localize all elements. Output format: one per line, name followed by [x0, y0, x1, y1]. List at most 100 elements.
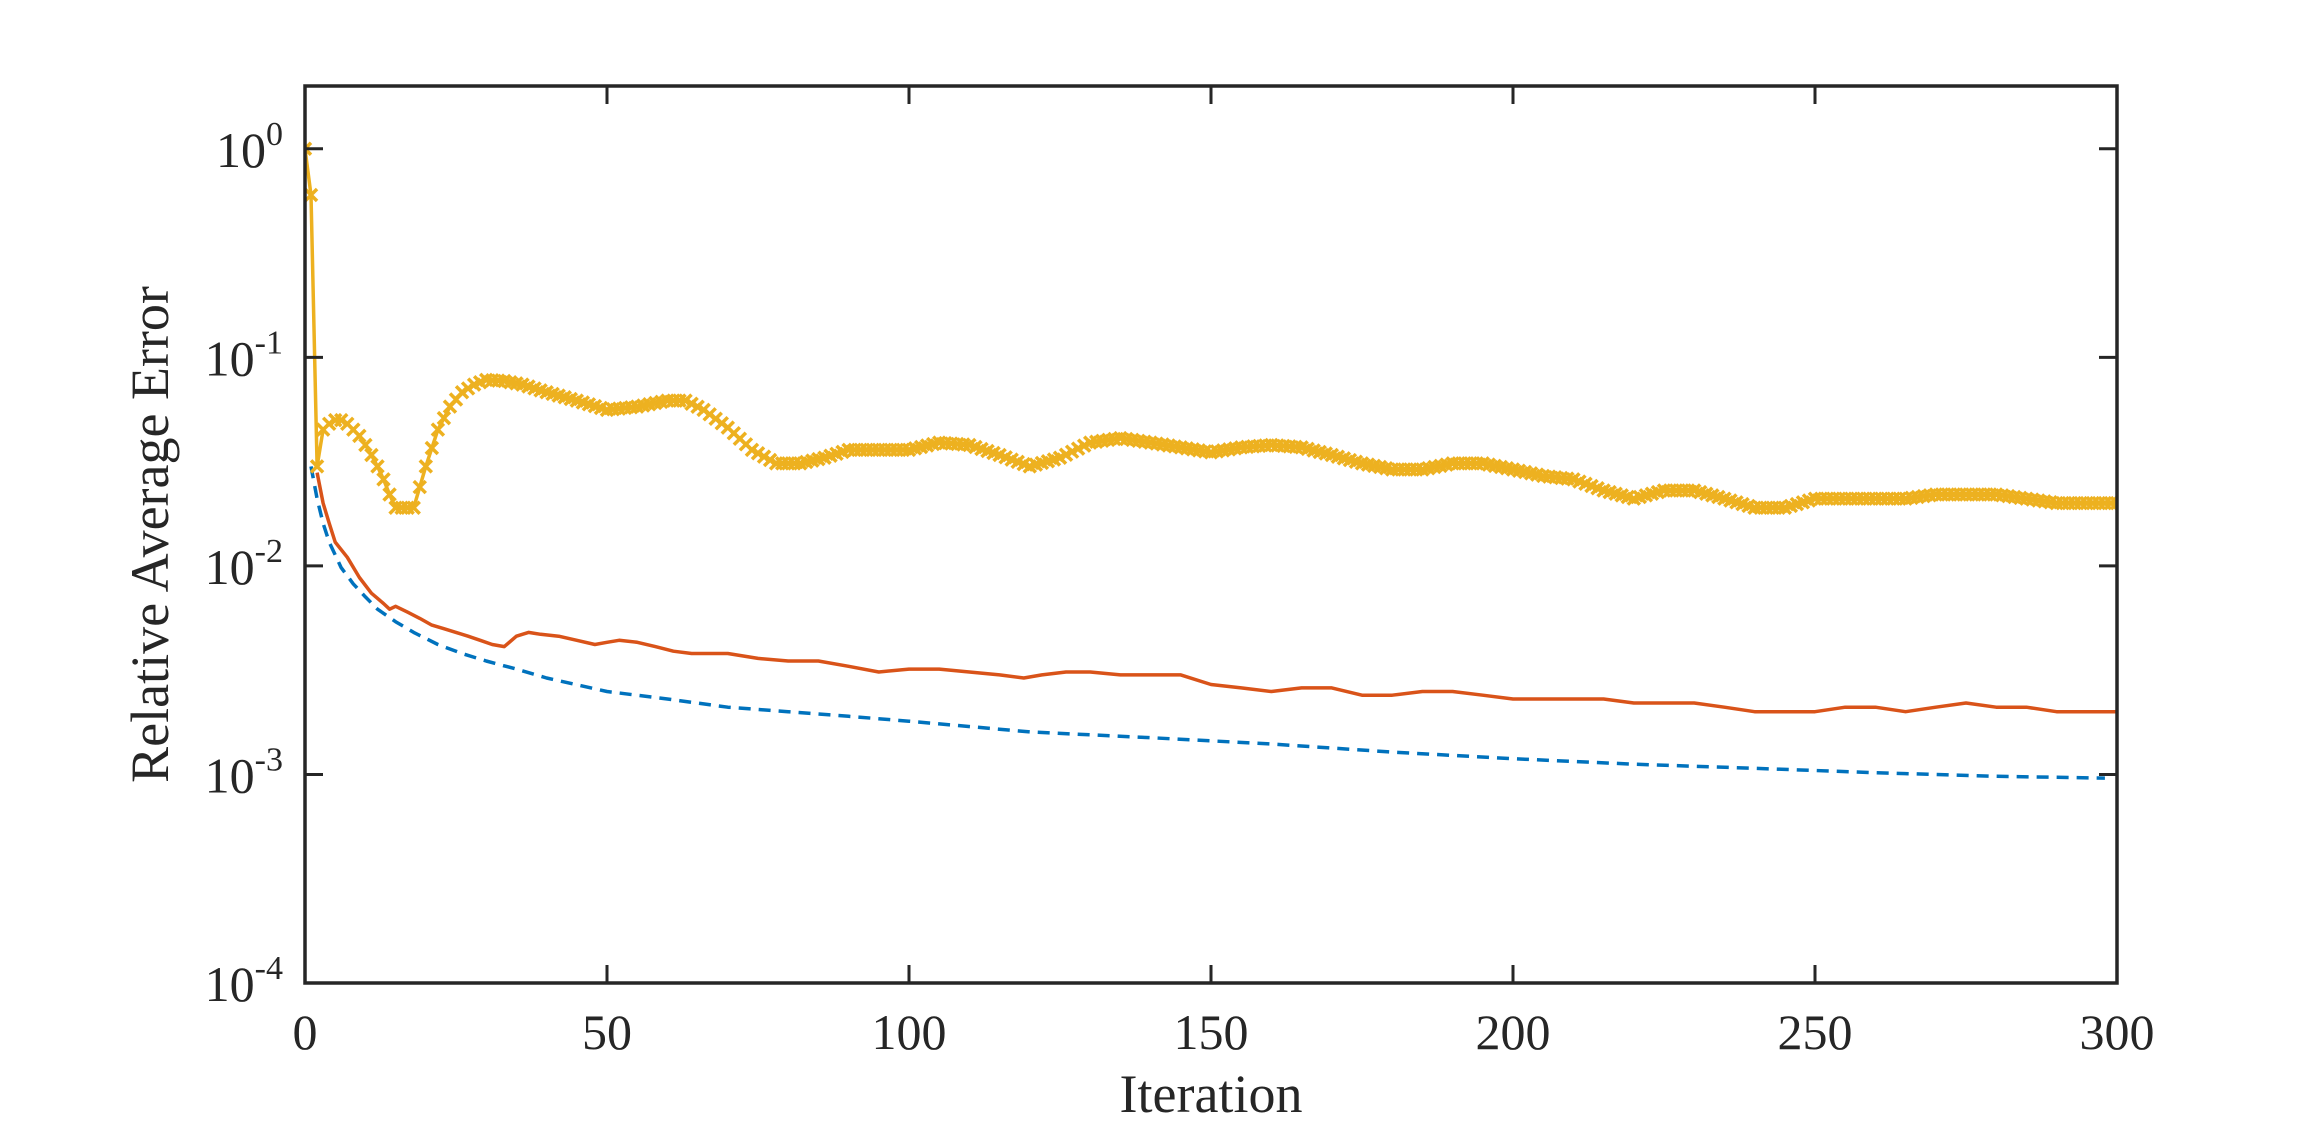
marker-stroke	[521, 379, 536, 394]
data-point	[436, 410, 452, 426]
marker-stroke	[1693, 484, 1708, 500]
series-markers-x-marker-yellow	[305, 141, 2117, 515]
marker-stroke	[1010, 454, 1025, 470]
y-tick-label: 100	[216, 116, 283, 178]
marker-stroke	[2037, 494, 2052, 509]
marker-stroke	[424, 440, 440, 456]
marker-stroke	[2031, 493, 2046, 508]
data-point	[305, 141, 313, 157]
marker-stroke	[593, 400, 609, 416]
marker-stroke	[515, 377, 530, 392]
marker-stroke	[1161, 438, 1176, 453]
marker-stroke	[1686, 483, 1702, 498]
marker-stroke	[1614, 488, 1629, 503]
y-tick-label: 10-3	[205, 741, 283, 803]
marker-stroke	[412, 479, 427, 495]
marker-stroke	[305, 141, 313, 152]
marker-stroke	[690, 399, 705, 415]
marker-stroke	[750, 446, 766, 461]
marker-stroke	[1360, 457, 1376, 472]
marker-stroke	[1590, 480, 1605, 496]
marker-stroke	[376, 472, 391, 487]
marker-stroke	[2109, 500, 2117, 511]
marker-stroke	[1336, 451, 1352, 466]
marker-stroke	[1729, 495, 1744, 510]
marker-stroke	[1535, 468, 1551, 484]
marker-stroke	[539, 385, 554, 400]
marker-stroke	[1113, 430, 1128, 446]
marker-stroke	[309, 459, 325, 474]
y-tick-label: 10-2	[205, 533, 283, 595]
x-tick-label: 250	[1778, 1004, 1853, 1060]
marker-stroke	[2013, 490, 2028, 506]
marker-stroke	[1475, 456, 1491, 471]
y-tick-exponent: -1	[255, 324, 283, 361]
marker-stroke	[1741, 498, 1756, 514]
marker-stroke	[1596, 483, 1611, 498]
x-tick-label: 50	[582, 1004, 632, 1060]
marker-stroke	[1554, 470, 1569, 486]
marker-stroke	[1505, 462, 1521, 477]
marker-stroke	[2043, 494, 2058, 510]
data-point	[370, 459, 385, 474]
marker-stroke	[1149, 436, 1164, 451]
marker-stroke	[1179, 441, 1195, 456]
marker-stroke	[1511, 463, 1527, 478]
marker-stroke	[406, 500, 421, 515]
marker-stroke	[1306, 443, 1321, 458]
y-tick-exponent: -3	[255, 741, 283, 778]
marker-stroke	[1517, 464, 1533, 480]
marker-stroke	[1529, 467, 1545, 482]
marker-stroke	[581, 397, 597, 412]
y-tick-base: 10	[205, 956, 255, 1012]
marker-stroke	[1711, 489, 1726, 505]
data-point	[364, 447, 379, 463]
marker-stroke	[1366, 458, 1382, 474]
x-tick-label: 200	[1476, 1004, 1551, 1060]
marker-stroke	[1523, 466, 1539, 481]
marker-stroke	[986, 445, 1001, 461]
series-layer	[305, 141, 2117, 780]
marker-stroke	[1735, 496, 1750, 512]
marker-stroke	[545, 386, 560, 402]
marker-stroke	[962, 437, 977, 453]
marker-stroke	[418, 459, 434, 474]
marker-stroke	[1167, 439, 1182, 454]
data-point	[376, 472, 391, 487]
marker-stroke	[684, 396, 699, 411]
plot-frame	[303, 84, 2119, 985]
labels-layer: 0 50 100 150 200 250 30010010-110-210-310-4Ite…	[120, 116, 2155, 1124]
marker-stroke	[2001, 488, 2016, 504]
data-point	[412, 479, 427, 495]
marker-stroke	[1487, 458, 1503, 474]
marker-stroke	[1342, 452, 1358, 468]
marker-stroke	[305, 146, 313, 157]
marker-stroke	[1602, 484, 1617, 500]
marker-stroke	[1481, 457, 1497, 472]
marker-stroke	[1542, 469, 1557, 484]
y-tick-base: 10	[205, 747, 255, 803]
marker-stroke	[587, 398, 603, 414]
marker-stroke	[1988, 487, 2004, 502]
marker-stroke	[1584, 478, 1599, 494]
marker-stroke	[1300, 441, 1315, 457]
y-tick-exponent: 0	[266, 116, 283, 153]
marker-stroke	[509, 376, 524, 391]
marker-stroke	[1578, 476, 1593, 492]
marker-stroke	[1324, 447, 1340, 463]
marker-stroke	[756, 449, 772, 464]
data-point	[382, 487, 397, 502]
y-tick-label: 10-4	[205, 950, 283, 1012]
y-tick-exponent: -2	[255, 533, 283, 570]
data-point	[424, 440, 440, 456]
marker-stroke	[992, 447, 1007, 463]
x-tick-label: 300	[2080, 1004, 2155, 1060]
data-point	[358, 437, 373, 453]
data-point	[305, 187, 319, 203]
marker-stroke	[1185, 442, 1201, 457]
data-point	[418, 459, 434, 474]
y-axis-title: Relative Average Error	[120, 286, 180, 783]
marker-stroke	[974, 441, 989, 457]
data-point	[406, 500, 421, 515]
